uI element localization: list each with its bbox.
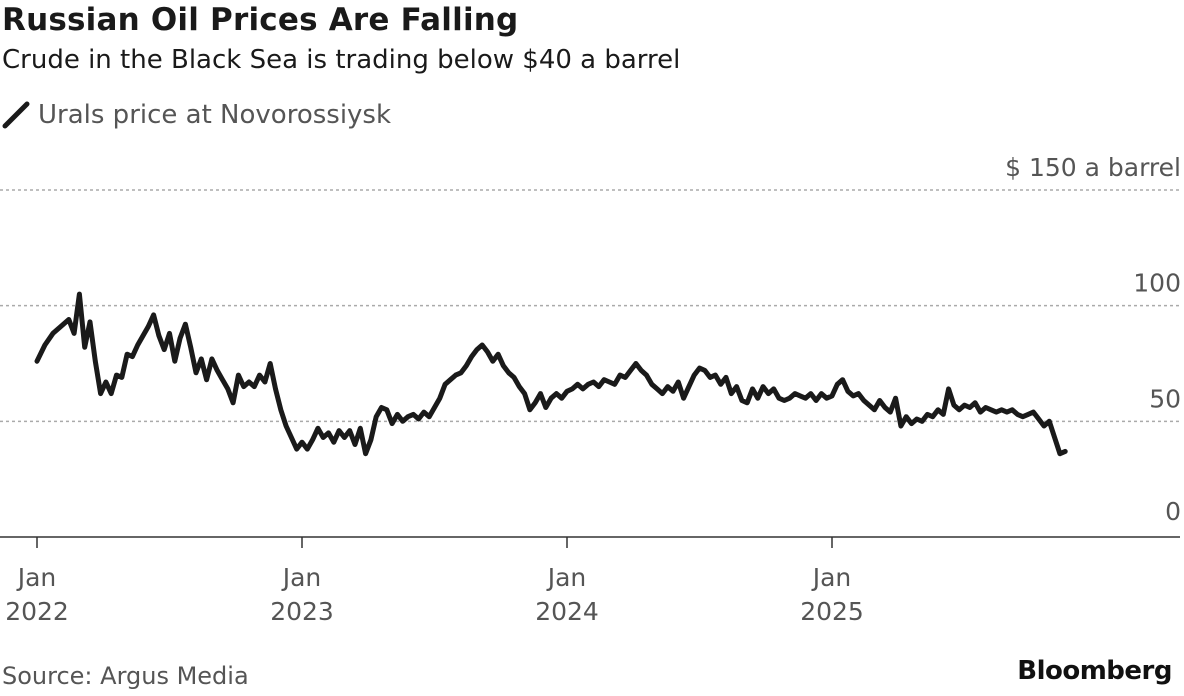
bloomberg-logo: Bloomberg bbox=[1017, 656, 1172, 686]
x-tick-label-year-2022: 2022 bbox=[5, 597, 69, 626]
y-tick-label-0: 0 bbox=[1165, 497, 1181, 526]
grid-lines bbox=[0, 189, 1180, 423]
x-tick-label-year-2025: 2025 bbox=[800, 597, 864, 626]
x-tick-label-month-2022: Jan bbox=[16, 563, 57, 592]
x-tick-label-year-2024: 2024 bbox=[535, 597, 599, 626]
y-tick-label-50: 50 bbox=[1149, 384, 1181, 413]
x-tick-label-year-2023: 2023 bbox=[270, 597, 334, 626]
x-tick-label-month-2025: Jan bbox=[811, 563, 852, 592]
legend-label: Urals price at Novorossiysk bbox=[38, 100, 392, 130]
legend: Urals price at Novorossiysk bbox=[2, 100, 391, 130]
chart-area: 0 50 100 $ 150 a barrel Jan 2022 Jan 2023 Jan 20… bbox=[0, 153, 1181, 626]
y-tick-labels: 0 50 100 $ 150 a barrel bbox=[1005, 153, 1181, 526]
x-tick-labels: Jan 2022 Jan 2023 Jan 2024 Jan 2025 bbox=[5, 537, 864, 626]
series-line-urals bbox=[34, 291, 1068, 457]
x-tick-label-month-2024: Jan bbox=[546, 563, 587, 592]
chart-title: Russian Oil Prices Are Falling bbox=[2, 2, 519, 38]
x-tick-label-month-2023: Jan bbox=[281, 563, 322, 592]
y-tick-label-100: 100 bbox=[1133, 269, 1181, 298]
chart-subtitle: Crude in the Black Sea is trading below … bbox=[2, 45, 681, 75]
source-note: Source: Argus Media bbox=[2, 662, 249, 690]
y-tick-label-150: $ 150 a barrel bbox=[1005, 153, 1181, 182]
legend-line-icon bbox=[2, 101, 30, 129]
